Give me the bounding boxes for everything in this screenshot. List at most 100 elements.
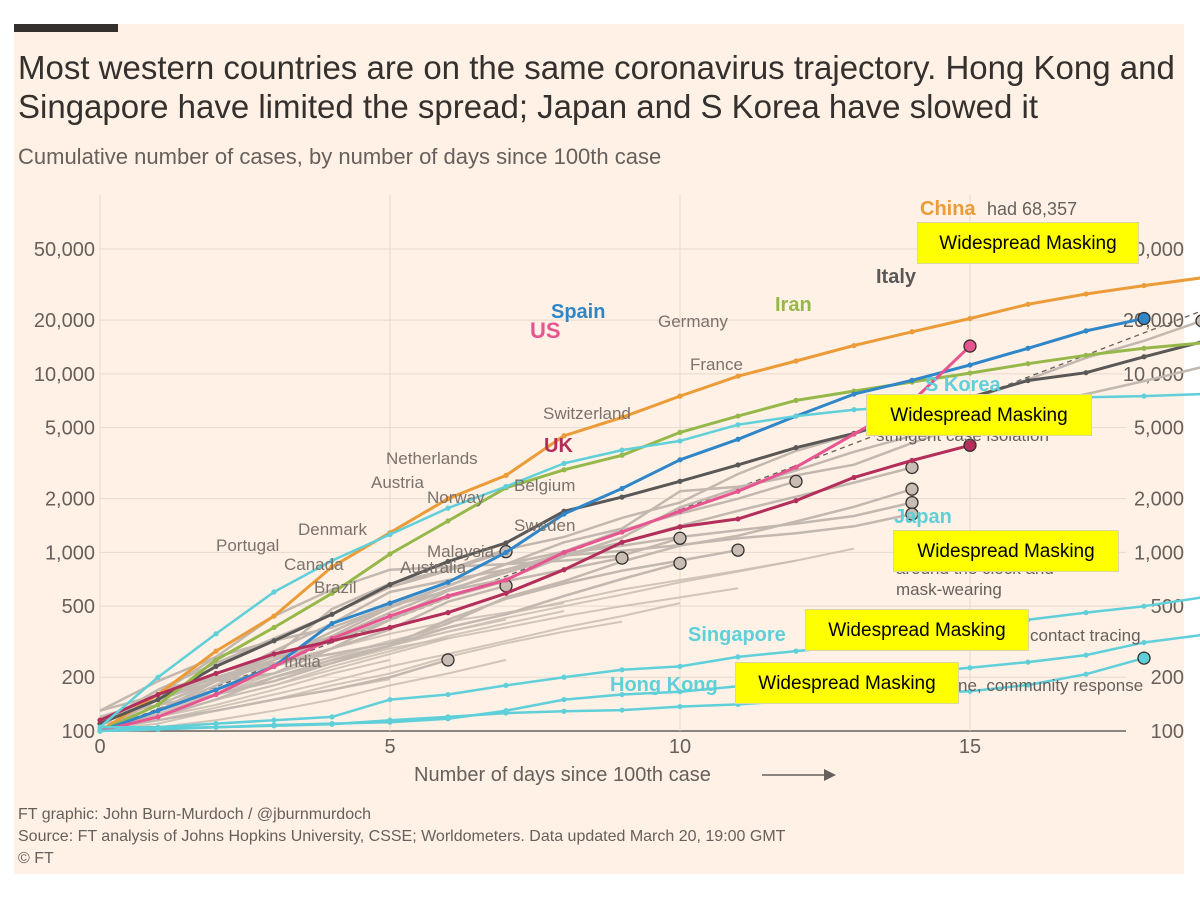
series-endpoint-sweden <box>905 507 919 521</box>
x-tick-0: 0 <box>94 736 105 758</box>
series-line-australia <box>99 561 681 725</box>
series-point-s-korea-1 <box>155 674 161 680</box>
series-point-hong-kong-7 <box>503 710 509 716</box>
y-tick-right-10000: 10,000 <box>1123 364 1184 386</box>
series-point-italy-17 <box>1083 370 1089 376</box>
series-point-hong-kong-17 <box>1083 671 1089 677</box>
series-endpoint-india <box>441 653 455 667</box>
footer-copyright: © FT <box>18 850 54 867</box>
series-label-iran: Iran <box>775 294 812 316</box>
series-lines <box>97 276 1200 734</box>
y-tick-left-20000: 20,000 <box>34 310 95 332</box>
series-line-italy <box>99 340 1200 725</box>
series-point-japan-9 <box>619 667 625 673</box>
series-point-uk-6 <box>445 610 451 616</box>
series-italy <box>97 340 1200 727</box>
series-endpoint-spain <box>1137 311 1151 326</box>
series-point-us-9 <box>619 529 625 535</box>
series-point-japan-11 <box>735 654 741 660</box>
series-point-italy-11 <box>735 462 741 468</box>
series-point-spain-5 <box>387 600 393 606</box>
series-point-s-korea-13 <box>851 407 857 413</box>
x-tick-10: 10 <box>669 736 691 758</box>
series-point-us-11 <box>735 488 741 494</box>
series-point-italy-6 <box>445 558 451 565</box>
series-endpoint-hong-kong <box>1137 651 1151 665</box>
masking-label-skorea: Widespread Masking <box>866 394 1092 436</box>
series-point-china-4 <box>329 564 335 570</box>
chart-title: Most western countries are on the same c… <box>18 49 1175 125</box>
series-canada <box>99 551 629 733</box>
series-point-singapore-8 <box>561 696 567 703</box>
series-point-uk-14 <box>909 457 915 464</box>
series-label-switzerland: Switzerland <box>543 404 631 423</box>
series-point-uk-8 <box>561 567 567 573</box>
series-point-us-10 <box>677 508 683 514</box>
series-point-spain-2 <box>213 687 219 693</box>
series-point-spain-15 <box>967 362 973 368</box>
series-point-us-13 <box>851 431 857 437</box>
series-endpoint-austria <box>789 474 803 488</box>
series-point-singapore-16 <box>1025 659 1031 665</box>
series-point-spain-17 <box>1083 328 1089 334</box>
series-endpoint-denmark <box>673 531 687 545</box>
series-line-malaysia <box>99 548 739 719</box>
series-point-italy-5 <box>387 582 393 588</box>
ft-brand-bar <box>14 24 118 32</box>
series-point-italy-9 <box>619 494 625 500</box>
series-line-uk <box>99 443 971 722</box>
y-tick-left-200: 200 <box>62 667 95 689</box>
series-point-hong-kong-10 <box>677 703 683 710</box>
series-point-s-korea-3 <box>271 589 277 595</box>
series-label-china: China <box>920 198 976 220</box>
series-point-hong-kong-0 <box>97 728 103 734</box>
series-endpoint-belgium <box>905 482 919 496</box>
series-point-italy-1 <box>155 696 161 703</box>
series-label-belgium: Belgium <box>514 476 575 495</box>
series-point-singapore-9 <box>619 691 625 698</box>
series-point-japan-10 <box>677 663 683 670</box>
series-point-uk-12 <box>793 498 799 504</box>
series-label-germany: Germany <box>658 312 728 331</box>
series-point-singapore-15 <box>967 665 973 671</box>
y-tick-left-10000: 10,000 <box>34 364 95 386</box>
series-point-iran-4 <box>329 590 335 596</box>
series-endpoint-us <box>963 339 977 353</box>
chart-background <box>14 24 1184 874</box>
y-tick-left-5000: 5,000 <box>45 418 95 440</box>
series-point-japan-2 <box>213 721 219 727</box>
series-line-us <box>99 345 972 733</box>
series-point-spain-16 <box>1025 345 1031 351</box>
masking-label-singapore: Widespread Masking <box>805 609 1029 651</box>
series-point-iran-11 <box>735 413 741 419</box>
series-point-uk-5 <box>387 624 393 631</box>
footer-source: Source: FT analysis of Johns Hopkins Uni… <box>18 828 786 845</box>
series-point-uk-2 <box>213 670 219 677</box>
series-point-uk-11 <box>735 516 741 522</box>
series-line-canada <box>99 556 623 733</box>
series-label-portugal: Portugal <box>216 536 279 555</box>
series-point-iran-1 <box>155 702 161 708</box>
series-label-australia: Australia <box>400 558 467 577</box>
series-point-iran-17 <box>1083 352 1089 358</box>
series-endpoint-canada <box>615 551 629 565</box>
series-point-china-2 <box>213 648 219 654</box>
series-point-spain-13 <box>851 391 857 397</box>
series-point-iran-18 <box>1141 345 1147 351</box>
series-uk <box>97 438 977 723</box>
series-point-italy-4 <box>329 611 335 617</box>
hongkong-note: ne, community response <box>958 676 1143 695</box>
series-point-japan-12 <box>793 648 799 654</box>
series-endpoint-malaysia <box>731 543 745 557</box>
series-point-japan-5 <box>387 696 393 703</box>
y-tick-right-1000: 1,000 <box>1134 542 1184 564</box>
series-australia <box>99 556 687 725</box>
series-point-japan-4 <box>329 714 335 720</box>
series-point-china-14 <box>909 329 915 335</box>
series-point-s-korea-8 <box>561 460 567 467</box>
series-point-uk-0 <box>97 717 103 723</box>
series-point-spain-1 <box>155 708 161 714</box>
series-point-china-18 <box>1141 282 1147 289</box>
